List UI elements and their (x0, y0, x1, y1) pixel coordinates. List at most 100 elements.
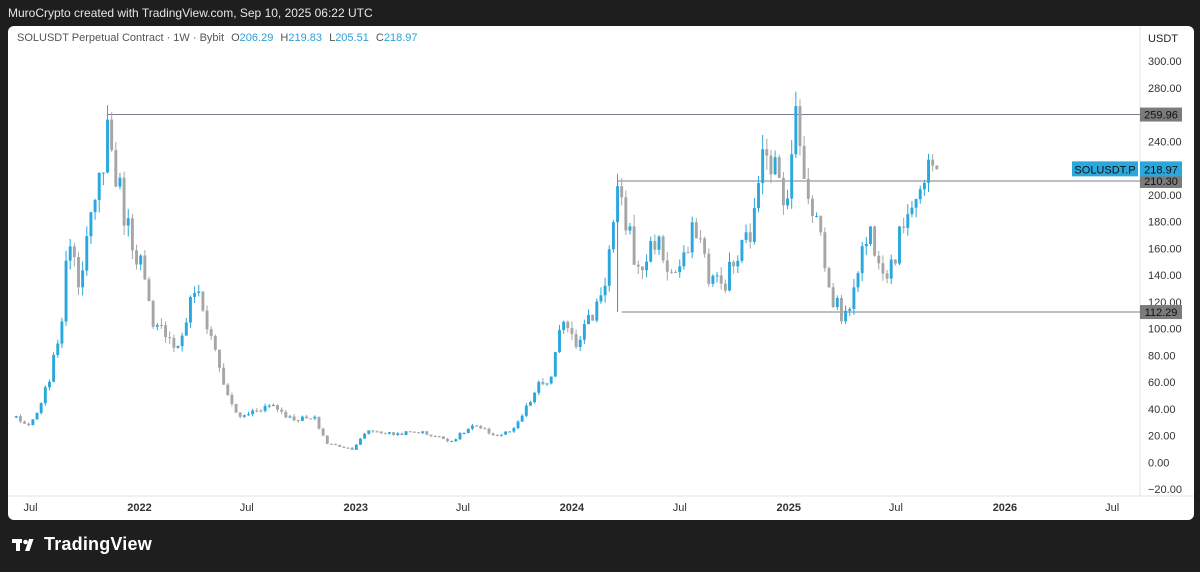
candle-body (205, 310, 209, 330)
candle-body (93, 199, 97, 213)
candle-body (81, 270, 85, 288)
candle-body (475, 425, 479, 427)
candle-body (736, 260, 740, 267)
x-tick-label: Jul (1105, 502, 1119, 514)
candle-body (520, 415, 524, 422)
x-tick-label: Jul (240, 502, 254, 514)
price-chart[interactable]: 300.00280.00260.00240.00220.00200.00180.… (8, 26, 1194, 520)
candle-body (516, 421, 520, 429)
candle-body (346, 447, 350, 449)
candle-body (56, 343, 60, 355)
low-label: L (329, 32, 336, 44)
candle-body (437, 436, 441, 438)
candle-body (172, 338, 176, 348)
candle-body (359, 438, 362, 445)
candle-body (699, 238, 702, 240)
candle-body (39, 403, 43, 414)
candle-body (893, 259, 897, 264)
candle-body (591, 314, 595, 321)
candle-body (89, 212, 93, 237)
candle-body (914, 199, 918, 208)
candle-body (570, 328, 574, 335)
candle-body (848, 308, 852, 311)
candle-body (77, 256, 80, 288)
candle-body (325, 435, 329, 444)
candle-body (329, 443, 333, 445)
candle-body (931, 159, 935, 166)
candle-body (852, 287, 856, 309)
candle-body (541, 381, 545, 385)
candle-body (68, 246, 72, 261)
candle-body (159, 325, 163, 327)
symbol-tag (1072, 161, 1138, 177)
candle-body (869, 226, 872, 244)
candle-body (255, 410, 259, 412)
level-price-tag (1140, 305, 1182, 320)
candle-body (450, 441, 454, 443)
candle-body (433, 436, 437, 438)
tradingview-brand[interactable]: TradingView (12, 534, 152, 555)
candle-body (35, 413, 39, 420)
open-label: O (231, 32, 240, 44)
level-price-label: 112.29 (1145, 307, 1178, 319)
candle-body (765, 149, 769, 156)
level-price-tag (1140, 107, 1182, 122)
y-tick-label: 100.00 (1148, 324, 1182, 336)
candle-body (558, 329, 561, 353)
candle-body (176, 346, 180, 348)
candle-body (873, 226, 877, 256)
candle-body (371, 430, 375, 432)
candle-body (479, 425, 483, 429)
last-price-tag (1140, 161, 1182, 177)
attribution-bar: MuroCrypto created with TradingView.com,… (0, 0, 1200, 26)
candle-body (106, 119, 109, 173)
candle-body (222, 367, 226, 385)
level-price-label: 259.96 (1144, 110, 1178, 122)
candle-body (574, 334, 578, 347)
candle-body (674, 272, 678, 274)
tradingview-logo-icon (12, 538, 34, 551)
candle-body (578, 339, 582, 347)
candle-body (429, 434, 433, 437)
candle-body (218, 349, 221, 368)
candle-body (267, 405, 271, 407)
footer-bar: TradingView (0, 520, 1200, 572)
candle-body (661, 236, 665, 261)
candle-body (466, 428, 470, 433)
candle-body (902, 226, 906, 228)
candle-body (624, 197, 628, 231)
candle-body (197, 291, 201, 293)
candle-body (396, 433, 400, 436)
candle-body (819, 215, 823, 233)
candle-body (545, 383, 549, 385)
candle-body (582, 324, 586, 340)
y-tick-label: 80.00 (1148, 350, 1176, 362)
candle-body (719, 275, 723, 284)
candle-body (533, 392, 537, 403)
candle-body (23, 421, 27, 424)
candle-body (425, 431, 429, 435)
candle-body (363, 433, 367, 439)
candle-body (392, 432, 396, 436)
candle-body (292, 416, 296, 421)
candle-body (611, 222, 615, 250)
y-tick-label: 140.00 (1148, 270, 1182, 282)
candle-body (495, 435, 499, 437)
candle-body (300, 416, 304, 421)
candle-body (334, 444, 338, 446)
candle-body (715, 275, 719, 277)
low-value: 205.51 (335, 32, 369, 44)
candle-body (831, 287, 835, 308)
candle-body (665, 260, 669, 272)
chart-panel[interactable]: 300.00280.00260.00240.00220.00200.00180.… (8, 26, 1194, 520)
candle-body (529, 402, 532, 406)
candle-body (827, 268, 831, 288)
candle-body (151, 301, 155, 327)
candle-body (454, 439, 458, 442)
candle-body (483, 428, 487, 430)
candle-body (491, 433, 495, 436)
candle-body (504, 431, 508, 435)
candle-body (761, 149, 765, 184)
candle-body (802, 145, 806, 179)
candle-body (247, 414, 250, 416)
